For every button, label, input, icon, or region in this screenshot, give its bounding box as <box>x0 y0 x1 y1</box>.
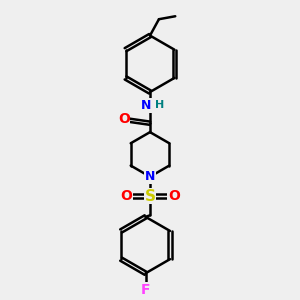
Text: O: O <box>120 189 132 203</box>
Text: H: H <box>155 100 164 110</box>
Text: O: O <box>168 189 180 203</box>
Text: O: O <box>118 112 130 126</box>
Text: F: F <box>141 283 150 297</box>
Text: N: N <box>145 170 155 183</box>
Text: S: S <box>145 188 155 203</box>
Text: N: N <box>141 99 152 112</box>
